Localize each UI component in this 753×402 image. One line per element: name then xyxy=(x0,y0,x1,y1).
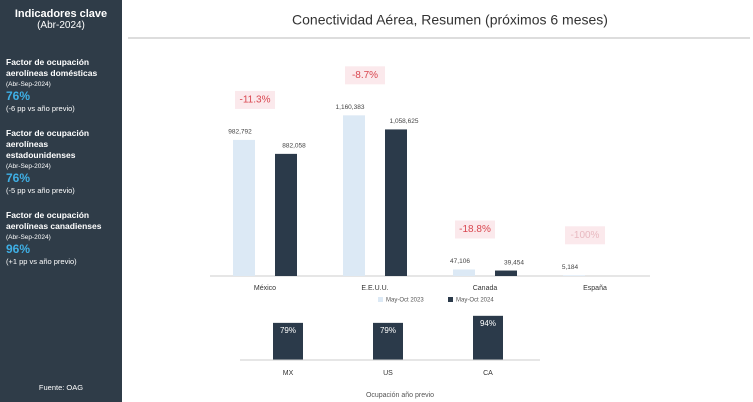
value-label: 5,184 xyxy=(562,264,579,271)
x-tick-label: E.E.U.U. xyxy=(361,285,388,292)
bar xyxy=(373,322,403,360)
bar xyxy=(273,322,303,360)
x-axis-label: Ocupación año previo xyxy=(366,392,434,399)
x-tick-label: España xyxy=(583,285,607,292)
kpi-heading: Factor de ocupación aerolíneas canadiens… xyxy=(6,210,102,231)
kpi-block: Factor de ocupación aerolíneas estadouni… xyxy=(6,128,116,196)
legend-swatch xyxy=(448,297,453,302)
kpi-heading: Factor de ocupación aerolíneas estadouni… xyxy=(6,128,90,160)
legend-label: May-Oct 2023 xyxy=(386,298,424,304)
bar xyxy=(233,139,255,276)
kpi-value: 96% xyxy=(6,242,31,256)
kpi-value: 76% xyxy=(6,171,31,185)
sidebar-title: Indicadores clave xyxy=(14,8,108,20)
chart-title: Conectividad Aérea, Resumen (próximos 6 … xyxy=(292,12,608,28)
kpi-note: (-6 pp vs año previo) xyxy=(6,104,75,113)
value-label: 94% xyxy=(480,319,496,328)
annotation-box xyxy=(345,66,385,85)
value-label: 982,792 xyxy=(228,129,252,136)
value-label: 47,106 xyxy=(450,258,470,265)
source: Fuente: OAG xyxy=(38,383,84,392)
bar xyxy=(275,153,297,276)
kpi-block: Factor de ocupación aerolíneas doméstica… xyxy=(6,57,116,114)
bar xyxy=(563,275,585,276)
kpi-value: 76% xyxy=(6,89,31,103)
x-tick-label: MX xyxy=(283,370,294,377)
kpi-block: Factor de ocupación aerolíneas canadiens… xyxy=(6,210,116,267)
x-tick-label: CA xyxy=(483,370,493,377)
kpi-period: (Abr-Sep-2024) xyxy=(6,234,51,241)
annotation: -18.8% xyxy=(459,224,491,235)
kpi-heading: Factor de ocupación aerolíneas doméstica… xyxy=(6,57,98,78)
kpi-note: (-5 pp vs año previo) xyxy=(6,186,75,195)
annotation: -8.7% xyxy=(352,70,378,81)
x-tick-label: US xyxy=(383,370,393,377)
kpi-period: (Abr-Sep-2024) xyxy=(6,163,51,170)
bar xyxy=(453,269,475,276)
sidebar-period: (Abr-2024) xyxy=(37,20,85,31)
bar xyxy=(495,270,517,276)
bar xyxy=(343,115,365,277)
x-tick-label: Canada xyxy=(473,285,498,292)
value-label: 1,058,625 xyxy=(390,118,419,125)
annotation-box xyxy=(455,220,495,239)
value-label: 79% xyxy=(280,326,296,335)
bar xyxy=(473,315,503,360)
legend-label: May-Oct 2024 xyxy=(456,298,494,304)
annotation: -100% xyxy=(571,230,600,241)
annotation-box xyxy=(235,90,275,109)
sidebar: Indicadores clave (Abr-2024) Factor de o… xyxy=(0,0,122,402)
annotation: -11.3% xyxy=(240,95,271,106)
bar xyxy=(385,129,407,276)
annotation-box xyxy=(565,226,605,245)
value-label: 1,160,383 xyxy=(336,104,365,111)
value-label: 882,058 xyxy=(282,143,306,150)
x-tick-label: México xyxy=(254,285,276,292)
legend-swatch xyxy=(378,297,383,302)
value-label: 39,454 xyxy=(504,259,524,266)
value-label: 79% xyxy=(380,326,396,335)
kpi-period: (Abr-Sep-2024) xyxy=(6,81,51,88)
kpi-note: (+1 pp vs año previo) xyxy=(6,257,77,266)
